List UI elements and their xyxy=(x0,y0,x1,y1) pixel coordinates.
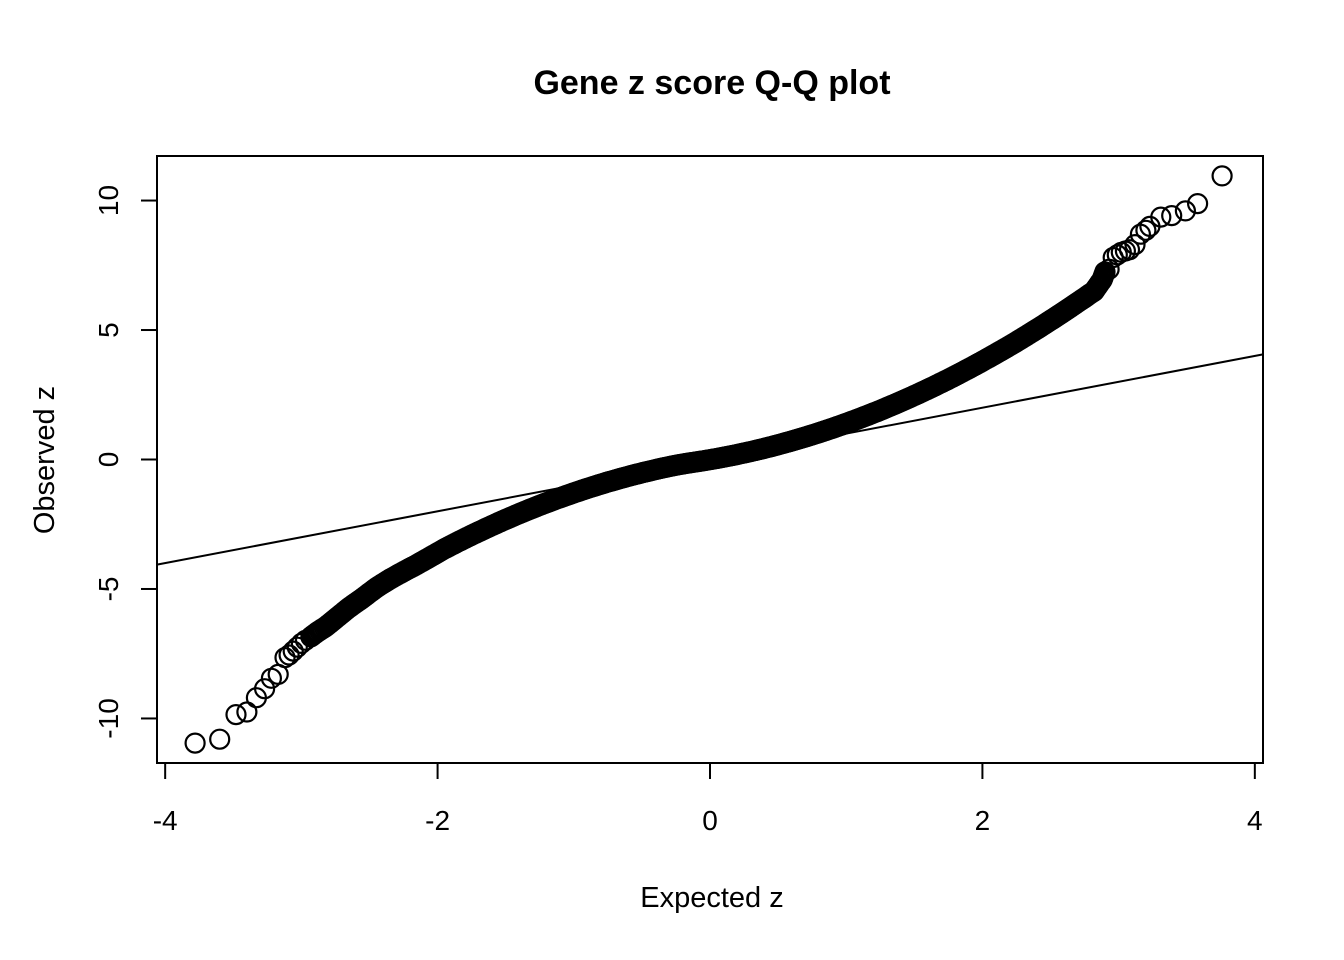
data-point xyxy=(282,640,304,662)
y-tick-label: 5 xyxy=(93,322,124,338)
data-point xyxy=(225,703,247,726)
y-tick-label: -5 xyxy=(93,577,124,602)
data-point xyxy=(1135,219,1157,241)
x-tick-label: 0 xyxy=(702,805,718,836)
x-tick-label: 4 xyxy=(1247,805,1263,836)
plot-area: -4 -2 0 2 4 -10 -5 0 5 10 xyxy=(93,155,1264,836)
data-point xyxy=(184,732,206,754)
data-point xyxy=(1186,193,1209,215)
data-point xyxy=(1124,234,1146,256)
data-point xyxy=(1211,165,1233,187)
data-point xyxy=(1150,206,1172,228)
y-tick-label: -10 xyxy=(93,698,124,738)
plot-title: Gene z score Q-Q plot xyxy=(533,64,890,102)
x-axis-label: Expected z xyxy=(640,882,783,914)
data-point xyxy=(278,644,300,666)
y-tick-label: 10 xyxy=(93,185,124,216)
data-point xyxy=(1174,200,1197,222)
x-tick-label: -4 xyxy=(153,805,178,836)
x-tick-label: 2 xyxy=(975,805,991,836)
y-axis-label: Observed z xyxy=(29,386,61,534)
data-point xyxy=(1161,205,1183,227)
x-tick-label: -2 xyxy=(425,805,450,836)
data-point xyxy=(209,728,231,750)
data-point xyxy=(236,701,258,723)
y-tick-label: 0 xyxy=(93,452,124,468)
data-point xyxy=(254,678,276,700)
data-point xyxy=(1118,239,1141,261)
